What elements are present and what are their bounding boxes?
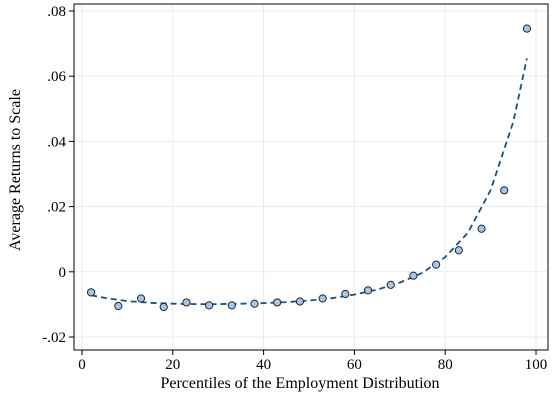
data-point [86,288,96,297]
grid-layer [74,4,548,350]
y-tick-label: .06 [47,69,66,85]
data-point [182,298,191,307]
y-axis-title: Average Returns to Scale [7,89,24,251]
x-tick-label: 0 [78,357,86,373]
x-tick-label: 60 [347,357,362,373]
y-tick-label: .04 [47,134,66,150]
axes-layer [73,3,549,351]
data-point [363,286,373,295]
data-point [522,24,532,33]
ticks-layer: -.02 0 .02 .04 .06 .08 0 20 40 60 80 100 [42,4,547,373]
data-point [477,224,486,233]
x-tick-label: 20 [165,357,180,373]
data-point [273,298,282,307]
y-tick-label: -.02 [42,330,66,346]
data-point [432,260,441,269]
x-tick-label: 40 [256,357,271,373]
data-point [136,294,146,303]
y-tick-label: .08 [47,4,66,20]
data-point [341,289,350,299]
x-tick-label: 100 [525,357,548,373]
data-point [409,271,418,280]
data-point [114,301,123,311]
data-point [159,302,168,312]
x-axis-title: Percentiles of the Employment Distributi… [160,375,439,392]
y-tick-label: 0 [59,265,67,281]
data-point [454,246,463,255]
fitted-curve-line [90,58,528,305]
data-point [227,301,236,310]
y-tick-label: .02 [47,200,66,216]
fitted-curve-layer [90,58,528,305]
data-point [250,299,259,308]
points-layer [86,24,532,312]
data-point [295,297,305,306]
data-point [386,280,395,289]
data-point [500,186,509,195]
data-point [205,301,214,310]
data-point [318,294,327,303]
plot-frame [73,3,549,351]
x-tick-label: 80 [438,357,453,373]
